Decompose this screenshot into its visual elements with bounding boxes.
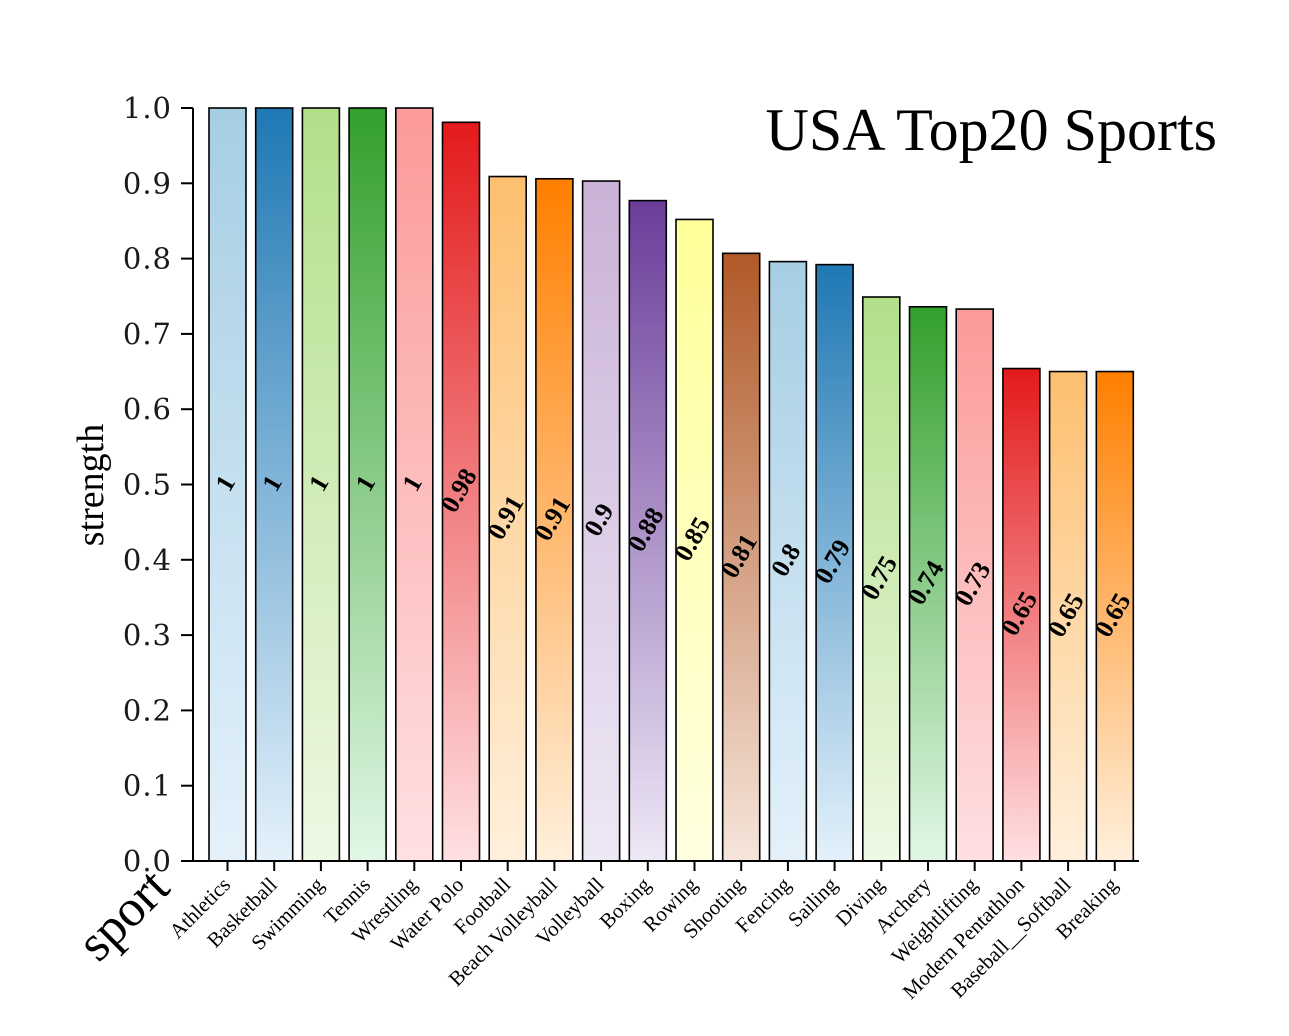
y-tick-label: 0.2 — [123, 693, 172, 727]
bar-water-polo — [441, 121, 481, 862]
y-ticks: 0.0 0.1 0.2 0.3 0.4 0.5 0.6 0.7 0.8 0.9 1.0 — [123, 91, 193, 878]
y-tick-label: 0.3 — [123, 618, 172, 652]
bar-tennis — [348, 107, 387, 862]
bar-breaking — [1095, 370, 1135, 862]
bar-baseball-softball — [1048, 370, 1088, 862]
bar-rowing — [675, 218, 714, 862]
bar-basketball — [254, 107, 294, 862]
y-tick-label: 0.5 — [123, 468, 172, 502]
bars-layer — [208, 107, 1135, 862]
bar-sailing — [815, 263, 854, 862]
y-tick-label: 0.1 — [123, 769, 172, 803]
bar-beach-volleyball — [535, 177, 574, 862]
x-tick-label: Sailing — [783, 872, 842, 931]
y-tick-label: 0.0 — [123, 844, 172, 878]
y-tick-label: 0.9 — [123, 166, 172, 200]
y-tick-label: 1.0 — [123, 91, 172, 125]
chart-title: USA Top20 Sports — [766, 97, 1217, 163]
y-tick-label: 0.6 — [123, 392, 172, 426]
bar-shooting — [721, 252, 761, 862]
x-ticks: AthleticsBasketballSwimmingTennisWrestli… — [164, 861, 1123, 1004]
bar-athletics — [208, 107, 247, 862]
y-tick-label: 0.7 — [123, 317, 172, 351]
bar-archery — [908, 305, 948, 862]
y-tick-label: 0.4 — [123, 543, 172, 577]
bar-weightlifting — [955, 308, 995, 862]
bar-boxing — [628, 199, 668, 862]
y-tick-label: 0.8 — [123, 242, 172, 276]
bar-modern-pentathlon — [1002, 367, 1041, 862]
y-axis-label: strength — [70, 424, 112, 546]
